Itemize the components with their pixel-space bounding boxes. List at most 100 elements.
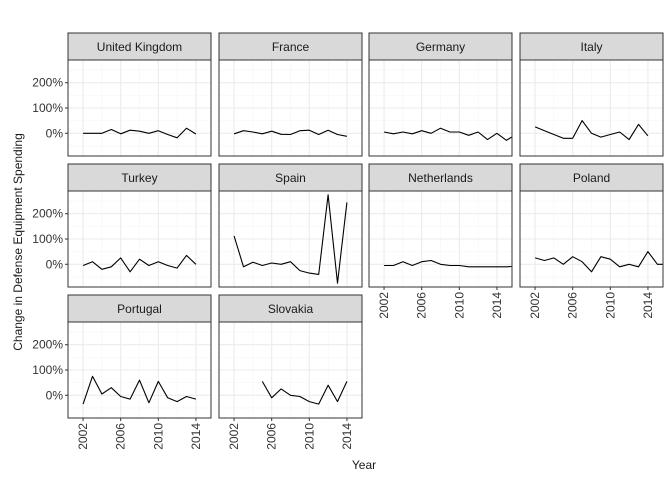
x-axis-title: Year: [352, 458, 376, 472]
data-point: [251, 261, 254, 264]
panel-plot-area: [68, 322, 211, 418]
x-tick-label: 2014: [340, 423, 354, 450]
x-tick-label: 2014: [490, 292, 504, 319]
facet-panel: Netherlands 2002 2006 2010 2014: [368, 163, 513, 319]
data-point: [345, 201, 348, 204]
y-tick-label: 200%: [32, 76, 63, 90]
data-point: [477, 131, 480, 134]
data-point: [505, 265, 508, 268]
x-tick-label: 2006: [415, 292, 429, 319]
data-point: [185, 254, 188, 257]
facet-panel: Germany: [368, 32, 517, 157]
data-point: [562, 137, 565, 140]
data-point: [467, 265, 470, 268]
data-point: [157, 260, 160, 263]
data-point: [233, 234, 236, 237]
panel-plot-area: [219, 191, 362, 287]
facet-panel: Italy: [519, 32, 664, 157]
y-axis-title: Change in Defense Equipment Spending: [11, 133, 25, 351]
y-tick-label: 0%: [46, 388, 64, 402]
data-point: [270, 396, 273, 399]
facet-panel: Turkey 0% 100% 200%: [32, 163, 212, 288]
data-point: [392, 264, 395, 267]
data-point: [176, 267, 179, 270]
data-point: [119, 256, 122, 259]
data-point: [581, 119, 584, 122]
data-point: [420, 260, 423, 263]
data-point: [138, 379, 141, 382]
data-point: [100, 268, 103, 271]
data-point: [261, 132, 264, 135]
data-point: [552, 256, 555, 259]
panel-plot-area: [219, 322, 362, 418]
data-point: [534, 256, 537, 259]
data-point: [609, 258, 612, 261]
data-point: [514, 133, 517, 136]
x-tick-label: 2014: [189, 423, 203, 450]
data-point: [420, 129, 423, 132]
data-point: [147, 264, 150, 267]
data-point: [336, 282, 339, 285]
data-point: [628, 138, 631, 141]
data-point: [392, 132, 395, 135]
x-tick-label: 2010: [302, 423, 316, 450]
series-line: [384, 259, 512, 268]
data-point: [345, 380, 348, 383]
data-point: [233, 132, 236, 135]
x-tick-label: 2002: [227, 423, 241, 450]
y-tick-label: 200%: [32, 207, 63, 221]
x-tick-label: 2010: [603, 292, 617, 319]
data-point: [552, 133, 555, 136]
data-point: [157, 129, 160, 132]
data-point: [242, 265, 245, 268]
data-point: [495, 132, 498, 135]
data-point: [91, 132, 94, 135]
panel-border: [218, 59, 363, 157]
data-point: [280, 263, 283, 266]
facet-panel: Slovakia 2002 2006 2010 2014: [218, 294, 363, 450]
facet-strip: [67, 294, 212, 323]
data-point: [82, 403, 85, 406]
data-point: [138, 130, 141, 133]
data-point: [534, 125, 537, 128]
data-point: [129, 398, 132, 401]
data-point: [317, 273, 320, 276]
facet-strip: [218, 163, 363, 192]
data-point: [270, 262, 273, 265]
data-point: [110, 386, 113, 389]
data-point: [336, 400, 339, 403]
data-point: [251, 131, 254, 134]
data-point: [110, 128, 113, 131]
data-point: [590, 270, 593, 273]
data-point: [439, 263, 442, 266]
facet-strip-label: Turkey: [121, 171, 157, 185]
facet-panel: Portugal 0% 100% 200% 2002 2006 2010 2014: [32, 294, 212, 450]
data-point: [628, 263, 631, 266]
x-tick-label: 2010: [452, 292, 466, 319]
y-tick-label: 200%: [32, 338, 63, 352]
data-point: [261, 380, 264, 383]
data-point: [317, 133, 320, 136]
data-point: [458, 264, 461, 267]
data-point: [571, 255, 574, 258]
data-point: [194, 133, 197, 136]
panel-border: [218, 190, 363, 288]
data-point: [599, 255, 602, 258]
facet-strip: [218, 32, 363, 61]
data-point: [448, 264, 451, 267]
data-point: [590, 132, 593, 135]
panel-plot-area: [369, 191, 512, 287]
data-point: [280, 387, 283, 390]
data-point: [571, 137, 574, 140]
x-tick-label: 2014: [641, 292, 655, 319]
panel-border: [519, 59, 664, 157]
data-point: [289, 260, 292, 263]
data-point: [82, 132, 85, 135]
data-point: [665, 263, 668, 266]
data-point: [194, 398, 197, 401]
panel-plot-area: [219, 60, 362, 156]
data-point: [194, 263, 197, 266]
data-point: [383, 131, 386, 134]
data-point: [401, 260, 404, 263]
data-point: [110, 265, 113, 268]
